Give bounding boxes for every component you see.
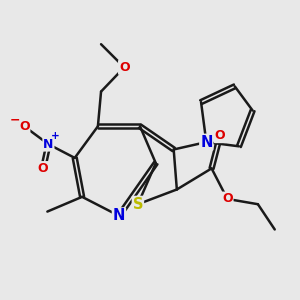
Text: O: O [38, 162, 49, 175]
Text: O: O [215, 129, 225, 142]
Text: N: N [43, 138, 54, 151]
Text: +: + [51, 131, 60, 141]
Text: N: N [200, 135, 212, 150]
Text: O: O [119, 61, 130, 74]
Text: O: O [19, 120, 29, 133]
Text: O: O [222, 192, 233, 206]
Text: N: N [113, 208, 125, 223]
Text: −: − [10, 114, 21, 127]
Text: S: S [133, 197, 143, 212]
